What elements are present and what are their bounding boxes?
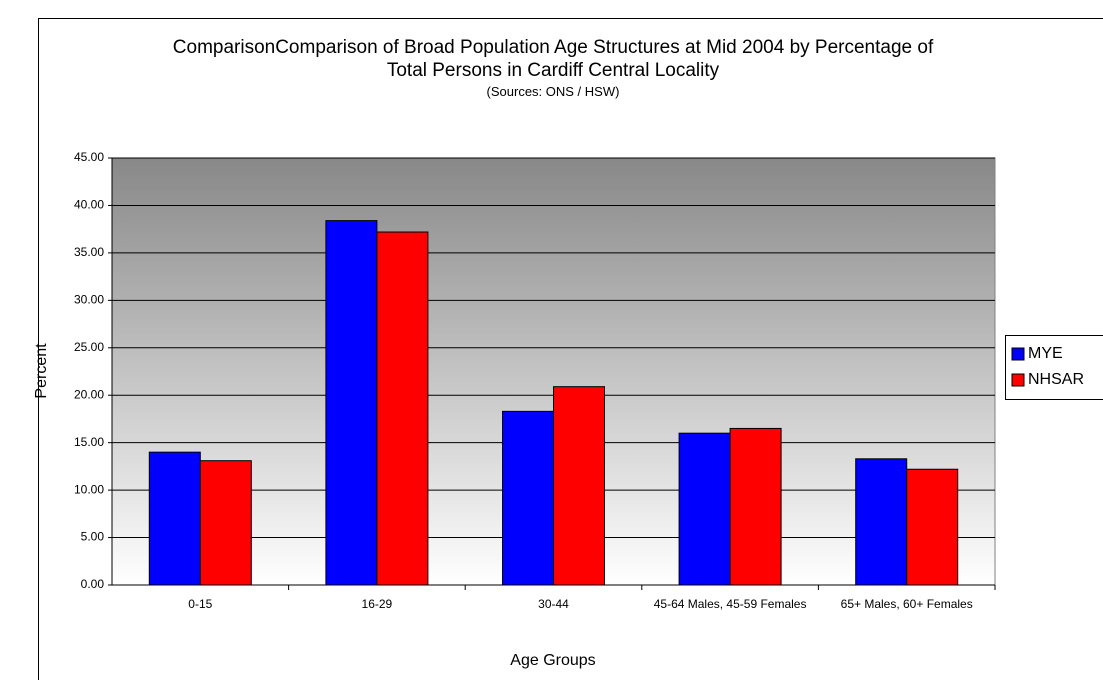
- bar: [325, 220, 378, 586]
- x-tick-label: 65+ Males, 60+ Females: [840, 597, 973, 611]
- bar: [855, 458, 908, 586]
- bar: [906, 468, 959, 586]
- bar: [199, 460, 252, 586]
- y-tick-label: 40.00: [74, 198, 104, 212]
- chart-subtitle: (Sources: ONS / HSW): [486, 84, 620, 99]
- legend-label: MYE: [1028, 345, 1063, 362]
- y-tick-label: 35.00: [74, 245, 104, 259]
- x-tick-label: 16-29: [361, 597, 393, 611]
- legend-marker: [1011, 373, 1025, 387]
- y-tick-label: 30.00: [74, 293, 104, 307]
- legend-label: NHSAR: [1028, 371, 1084, 388]
- y-tick-label: 10.00: [74, 482, 104, 496]
- x-axis-label: Age Groups: [510, 652, 595, 669]
- x-tick-label: 45-64 Males, 45-59 Females: [653, 597, 807, 611]
- x-tick-label: 0-15: [188, 597, 213, 611]
- y-tick-label: 45.00: [74, 150, 104, 164]
- legend: [1005, 335, 1103, 400]
- bar: [729, 427, 782, 586]
- y-tick-label: 25.00: [74, 340, 104, 354]
- bar: [376, 231, 429, 586]
- y-tick-label: 0.00: [81, 577, 105, 591]
- chart-frame: [38, 18, 1103, 680]
- y-tick-label: 20.00: [74, 387, 104, 401]
- legend-marker: [1011, 347, 1025, 361]
- y-axis-label: Percent: [33, 343, 50, 399]
- bar: [502, 410, 554, 586]
- y-tick-label: 15.00: [74, 435, 104, 449]
- x-tick-label: 30-44: [538, 597, 569, 611]
- bar: [148, 451, 201, 586]
- bar: [678, 432, 731, 586]
- chart-title: ComparisonComparison of Broad Population…: [172, 37, 934, 81]
- y-tick-label: 5.00: [81, 530, 105, 544]
- bar: [553, 386, 605, 586]
